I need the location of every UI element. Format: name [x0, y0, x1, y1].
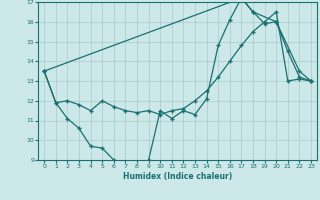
X-axis label: Humidex (Indice chaleur): Humidex (Indice chaleur): [123, 172, 232, 181]
